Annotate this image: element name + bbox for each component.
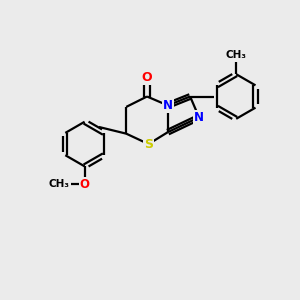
Text: CH₃: CH₃ bbox=[226, 50, 247, 60]
Text: S: S bbox=[144, 138, 153, 151]
Text: O: O bbox=[80, 178, 90, 191]
Text: N: N bbox=[163, 99, 173, 112]
Text: O: O bbox=[142, 71, 152, 84]
Text: N: N bbox=[194, 111, 204, 124]
Text: CH₃: CH₃ bbox=[49, 179, 70, 189]
